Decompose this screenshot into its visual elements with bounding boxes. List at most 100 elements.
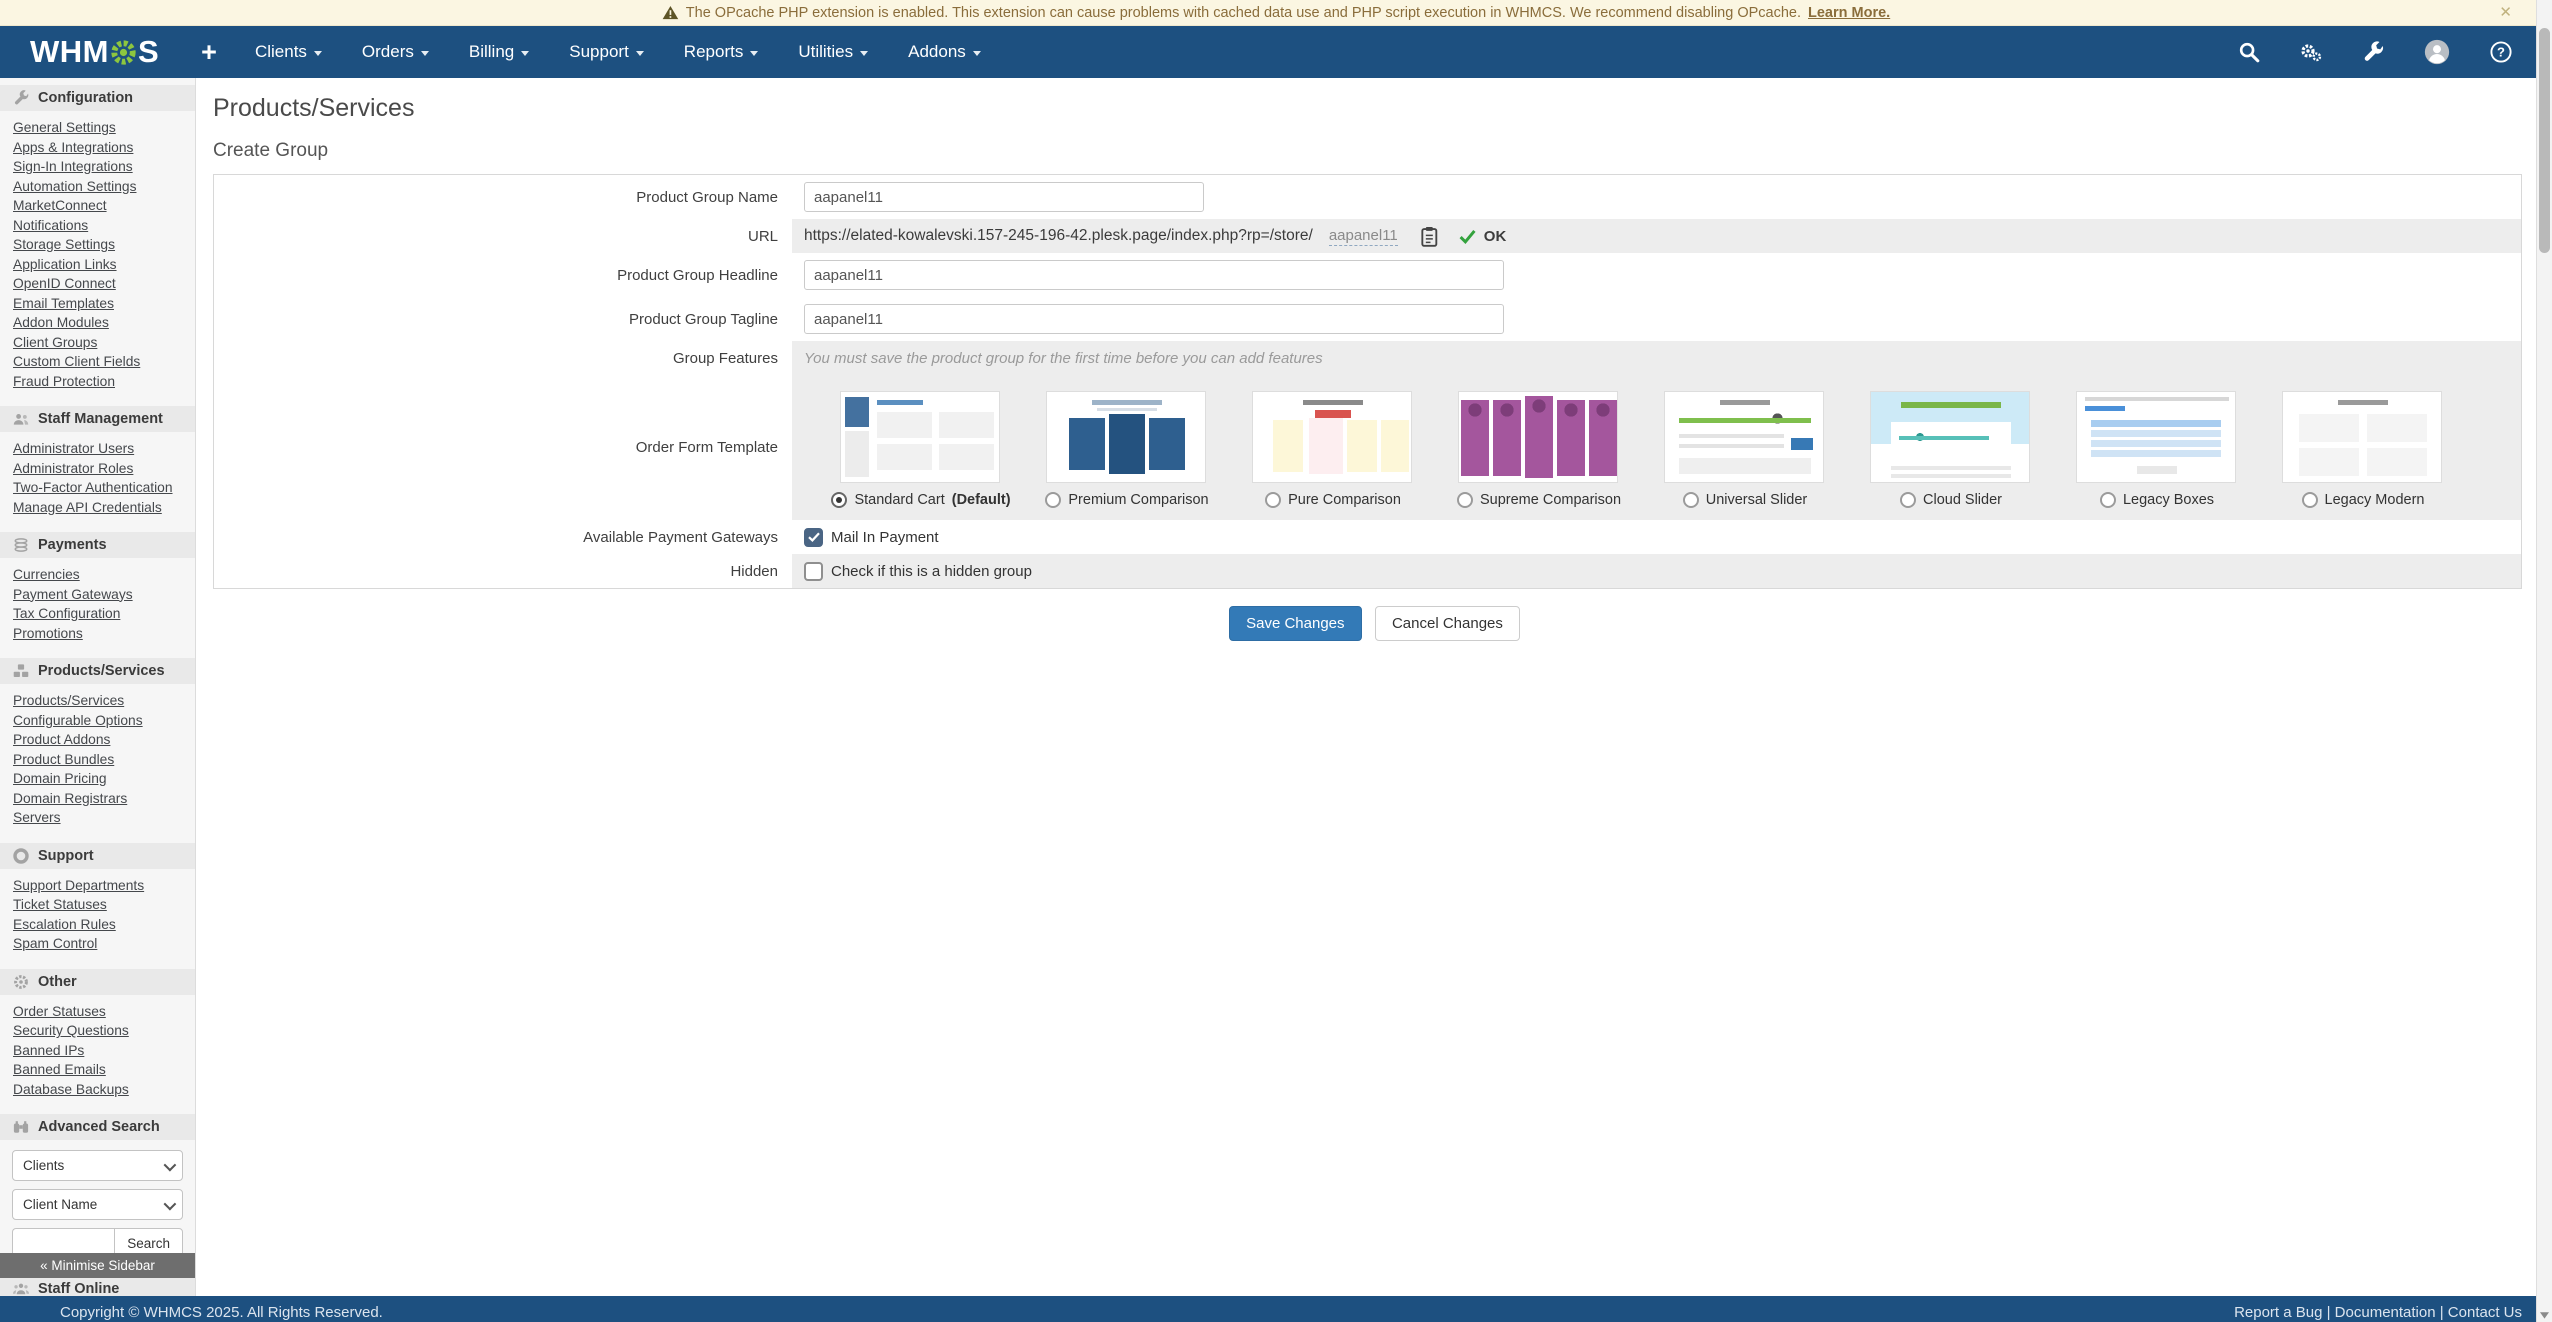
template-radio-universal-slider[interactable]	[1682, 492, 1699, 508]
template-radio-premium-comparison[interactable]	[1045, 492, 1062, 508]
nav-menu-item[interactable]: Reports	[684, 42, 759, 62]
sidebar-link[interactable]: Promotions	[13, 625, 83, 641]
search-type-select[interactable]: Clients	[12, 1150, 183, 1181]
nav-menu-label: Support	[569, 42, 629, 61]
product-group-name-input[interactable]	[804, 182, 1204, 212]
template-radio-supreme-comparison[interactable]	[1456, 492, 1473, 508]
nav-menu-item[interactable]: Billing	[469, 42, 530, 62]
nav-menu-item[interactable]: Addons	[908, 42, 981, 62]
sidebar-link[interactable]: Order Statuses	[13, 1003, 106, 1019]
template-thumbnail-cloud-slider[interactable]	[1870, 391, 2030, 483]
sidebar-link[interactable]: Product Addons	[13, 732, 111, 747]
template-radio-standard-cart[interactable]	[831, 492, 848, 508]
mail-in-payment-checkbox[interactable]	[804, 527, 823, 547]
template-thumbnail-premium-comparison[interactable]	[1046, 391, 1206, 483]
sidebar-link[interactable]: Payment Gateways	[13, 586, 133, 602]
sidebar-link[interactable]: Notifications	[13, 217, 89, 233]
sidebar-link[interactable]: Security Questions	[13, 1023, 129, 1038]
sidebar-link[interactable]: Manage API Credentials	[13, 499, 162, 515]
sidebar-link[interactable]: Application Links	[13, 256, 117, 272]
nav-menu-item[interactable]: Support	[569, 42, 644, 62]
sidebar-link[interactable]: Database Backups	[13, 1081, 129, 1097]
sidebar-link[interactable]: Two-Factor Authentication	[13, 480, 173, 495]
sidebar-link[interactable]: Support Departments	[13, 877, 145, 893]
sidebar-link[interactable]: General Settings	[13, 120, 116, 135]
template-thumbnail-universal-slider[interactable]	[1664, 391, 1824, 483]
search-field-select[interactable]: Client Name	[12, 1189, 183, 1220]
sidebar-section-staff-management: Staff Management Administrator Users Admi…	[0, 406, 195, 521]
template-thumbnail-legacy-modern[interactable]	[2282, 391, 2442, 483]
nav-menu-item[interactable]: Clients	[255, 42, 322, 62]
sidebar-link[interactable]: Currencies	[13, 567, 80, 582]
sidebar-link[interactable]: Apps & Integrations	[13, 139, 134, 155]
template-option-legacy-boxes: Legacy Boxes	[2076, 391, 2238, 508]
help-icon[interactable]: ?	[2490, 41, 2512, 63]
save-changes-button[interactable]: Save Changes	[1229, 606, 1362, 641]
template-label: Cloud Slider	[1923, 492, 2002, 508]
navbar-icons: ?	[2238, 39, 2512, 65]
product-group-tagline-input[interactable]	[804, 304, 1504, 334]
copy-clipboard-icon[interactable]	[1420, 226, 1439, 247]
template-thumbnail-legacy-boxes[interactable]	[2076, 391, 2236, 483]
nav-menu-label: Reports	[683, 42, 744, 61]
sidebar-link[interactable]: Domain Pricing	[13, 771, 107, 786]
chevron-down-icon	[420, 50, 429, 56]
template-radio-legacy-modern[interactable]	[2301, 492, 2318, 508]
search-icon[interactable]	[2238, 41, 2260, 63]
sidebar-link[interactable]: Ticket Statuses	[13, 897, 107, 912]
sidebar-link[interactable]: Email Templates	[13, 295, 114, 311]
sidebar-link[interactable]: Configurable Options	[13, 712, 143, 728]
sidebar-link[interactable]: Tax Configuration	[13, 606, 121, 621]
sidebar-link[interactable]: Administrator Roles	[13, 460, 134, 476]
sidebar-link[interactable]: MarketConnect	[13, 198, 107, 213]
sidebar-link[interactable]: Banned Emails	[13, 1062, 106, 1077]
template-radio-pure-comparison[interactable]	[1265, 492, 1282, 508]
sidebar-link[interactable]: OpenID Connect	[13, 276, 116, 291]
template-option-premium-comparison: Premium Comparison	[1045, 391, 1209, 508]
hidden-group-checkbox[interactable]	[804, 561, 823, 581]
user-avatar[interactable]	[2424, 39, 2450, 65]
sidebar-link[interactable]: Spam Control	[13, 936, 98, 951]
template-thumbnail-supreme-comparison[interactable]	[1458, 391, 1618, 483]
sidebar-link[interactable]: Client Groups	[13, 334, 98, 350]
coins-icon	[13, 537, 29, 553]
automation-gears-icon[interactable]	[2300, 41, 2322, 63]
quick-add-button[interactable]: +	[201, 36, 217, 67]
footer-links[interactable]: Report a Bug | Documentation | Contact U…	[2234, 1304, 2522, 1321]
sidebar-link[interactable]: Sign-In Integrations	[13, 159, 133, 174]
template-label: Supreme Comparison	[1479, 492, 1622, 508]
scrollbar-thumb[interactable]	[2539, 28, 2550, 253]
wrench-icon	[13, 90, 29, 106]
sidebar-link[interactable]: Banned IPs	[13, 1042, 85, 1058]
minimise-sidebar-button[interactable]: « Minimise Sidebar	[0, 1253, 195, 1278]
sidebar-link[interactable]: Storage Settings	[13, 237, 116, 252]
sidebar-link[interactable]: Escalation Rules	[13, 916, 116, 932]
sidebar-link[interactable]: Domain Registrars	[13, 790, 128, 806]
page-scrollbar[interactable]	[2536, 0, 2552, 1322]
learn-more-link[interactable]: Learn More.	[1808, 4, 1891, 21]
whmcs-logo[interactable]: WHM S	[30, 34, 159, 70]
cancel-changes-button[interactable]: Cancel Changes	[1374, 606, 1520, 641]
sidebar-link[interactable]: Administrator Users	[13, 441, 135, 456]
product-group-headline-input[interactable]	[804, 260, 1504, 290]
url-slug-editable[interactable]: aapanel11	[1328, 226, 1398, 246]
section-title: Configuration	[38, 90, 134, 106]
template-thumbnail-standard-cart[interactable]	[840, 391, 1000, 483]
dismiss-warning-icon[interactable]: ✕	[2499, 4, 2512, 21]
sidebar-link[interactable]: Products/Services	[13, 693, 125, 708]
nav-menu-item[interactable]: Orders	[362, 42, 429, 62]
sidebar-link[interactable]: Product Bundles	[13, 751, 115, 767]
sidebar-link[interactable]: Servers	[13, 810, 61, 825]
nav-menu-item[interactable]: Utilities	[798, 42, 869, 62]
template-label: Universal Slider	[1705, 492, 1808, 508]
template-radio-cloud-slider[interactable]	[1900, 492, 1916, 508]
sidebar-link[interactable]: Fraud Protection	[13, 373, 115, 389]
sidebar-link[interactable]: Automation Settings	[13, 178, 137, 194]
sidebar-link[interactable]: Addon Modules	[13, 315, 109, 330]
template-thumbnail-pure-comparison[interactable]	[1252, 391, 1412, 483]
scrollbar-down-icon[interactable]	[2537, 1311, 2552, 1319]
sidebar-section-payments: Payments Currencies Payment Gateways Tax C…	[0, 532, 195, 647]
system-settings-wrench-icon[interactable]	[2362, 41, 2384, 63]
sidebar-link[interactable]: Custom Client Fields	[13, 354, 141, 369]
template-radio-legacy-boxes[interactable]	[2099, 492, 2116, 508]
